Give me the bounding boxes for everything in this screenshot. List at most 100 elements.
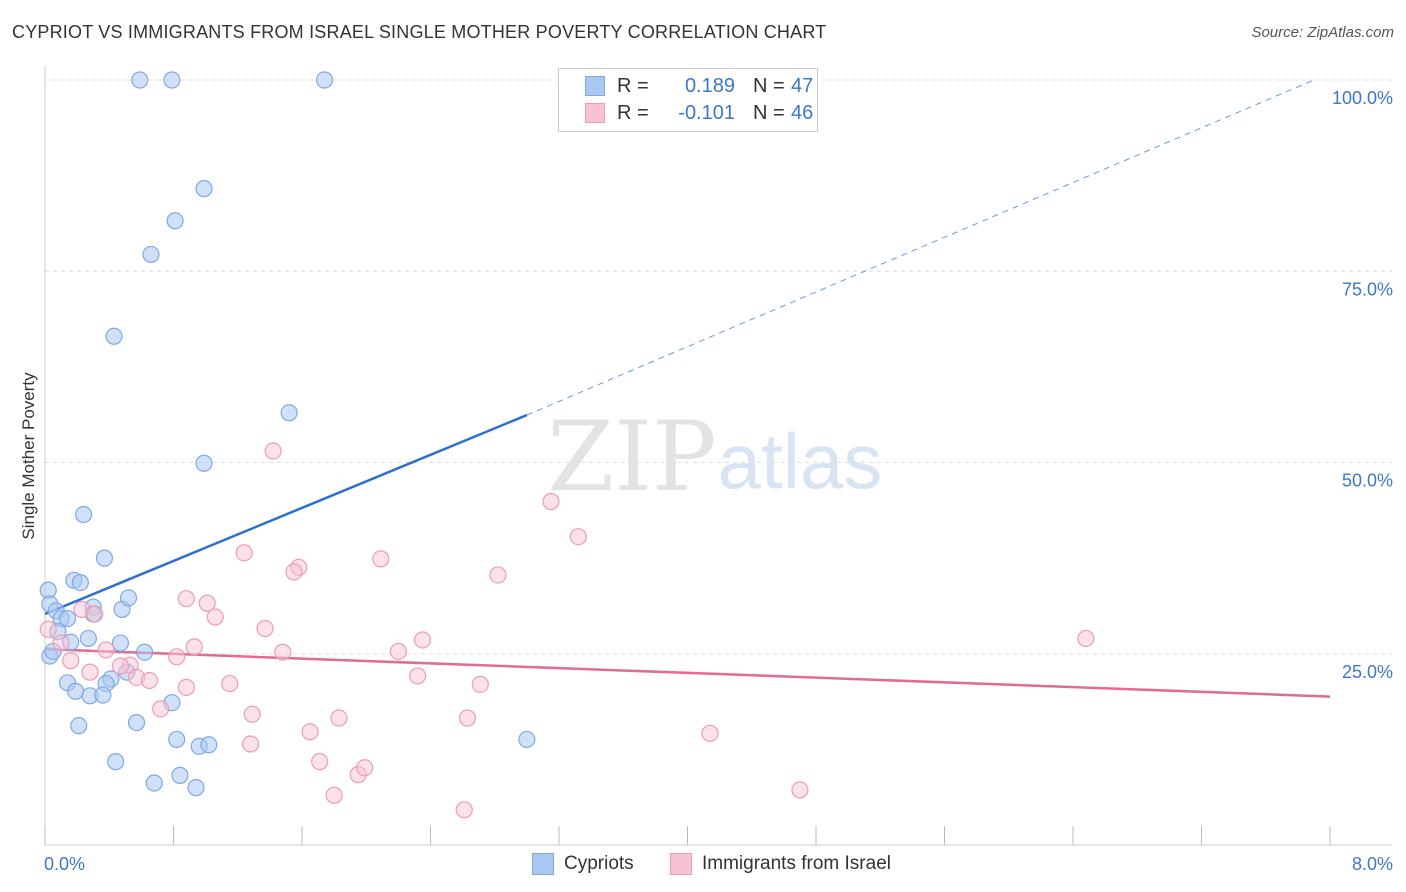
israel-r-value: -0.101 (678, 101, 735, 124)
israel-point (111, 657, 130, 675)
israel-point (256, 619, 274, 638)
israel-point (206, 608, 224, 626)
cypriots-point (66, 682, 85, 700)
cypriots-point (127, 713, 146, 732)
cypriots-point (171, 766, 189, 784)
cypriots-point (142, 245, 160, 264)
cypriots-point (58, 609, 77, 628)
israel-point (325, 786, 343, 804)
israel-point (39, 620, 57, 638)
israel-point (701, 724, 719, 742)
israel-point (177, 678, 195, 697)
cypriots-point (163, 71, 181, 89)
cypriots-point (107, 753, 125, 771)
israel-points (39, 442, 1095, 819)
legend-row-israel: R = -0.101 N = 46 (585, 100, 813, 126)
israel-point (86, 605, 104, 623)
cypriots-point (200, 736, 218, 754)
israel-point (489, 566, 507, 584)
legend-row-cypriots: R = 0.189 N = 47 (585, 73, 813, 99)
israel-swatch (585, 103, 605, 123)
israel-point (168, 648, 186, 666)
cypriots-point (195, 454, 213, 472)
cypriots-point (94, 686, 112, 704)
israel-point (389, 642, 407, 661)
israel-point (301, 723, 319, 741)
israel-point (285, 563, 303, 581)
y-tick-label: 100.0% (1332, 88, 1393, 108)
cypriots-point (145, 774, 163, 792)
cypriots-legend-label: Cypriots (564, 853, 634, 874)
israel-point (569, 528, 587, 546)
cypriots-point (195, 180, 213, 198)
israel-point (242, 735, 260, 753)
cypriots-point (187, 779, 205, 797)
y-axis-label: Single Mother Poverty (19, 372, 38, 540)
israel-point (177, 590, 195, 608)
cypriots-points (39, 71, 536, 797)
legend-item-israel: Immigrants from Israel (670, 852, 891, 876)
israel-point (458, 709, 477, 727)
cypriots-point (131, 71, 149, 89)
israel-point (542, 492, 560, 511)
israel-point (52, 634, 70, 652)
cypriots-point (95, 549, 114, 567)
cypriots-point (74, 505, 93, 524)
israel-point (274, 643, 292, 661)
israel-point (264, 442, 282, 460)
cypriots-trend-line (44, 413, 528, 616)
israel-point (198, 594, 216, 612)
cypriots-point (168, 730, 186, 749)
israel-point (243, 705, 261, 723)
x-tick-label: 0.0% (44, 854, 85, 874)
y-tick-label: 25.0% (1342, 662, 1393, 682)
chart-title: CYPRIOT VS IMMIGRANTS FROM ISRAEL SINGLE… (12, 22, 827, 42)
n-label: N = (753, 101, 785, 124)
israel-point (140, 671, 159, 690)
cypriots-point (105, 327, 123, 345)
r-label: R = (617, 74, 649, 97)
cypriots-point (70, 717, 88, 735)
cypriots-r-value: 0.189 (684, 74, 735, 97)
israel-point (97, 641, 115, 659)
israel-point (1077, 629, 1095, 648)
israel-point (221, 674, 239, 693)
israel-point (185, 638, 203, 656)
axes (44, 66, 1392, 846)
israel-point (455, 801, 473, 819)
israel-point (471, 675, 489, 693)
cypriots-point (166, 212, 184, 230)
grid-lines (45, 79, 1392, 655)
israel-point (413, 631, 432, 649)
n-label: N = (753, 74, 785, 97)
israel-point (235, 544, 253, 562)
cypriots-swatch (585, 76, 605, 96)
israel-point (330, 709, 348, 727)
cypriots-point (71, 574, 89, 592)
israel-point (791, 781, 809, 799)
x-tick-label: 8.0% (1352, 854, 1393, 874)
source-label: Source: ZipAtlas.com (1251, 24, 1394, 41)
israel-legend-swatch (670, 853, 692, 875)
cypriots-n-value: 47 (791, 74, 814, 97)
israel-point (81, 663, 99, 681)
cypriots-legend-swatch (532, 853, 554, 875)
tick-labels: 25.0% 50.0% 75.0% 100.0% 0.0% 8.0% (44, 88, 1393, 874)
trend-lines (44, 79, 1331, 698)
israel-legend-label: Immigrants from Israel (702, 853, 891, 874)
cypriots-point (315, 71, 334, 89)
cypriots-point (135, 643, 154, 661)
cypriots-point (280, 404, 298, 422)
israel-trend-line (44, 647, 1331, 698)
israel-point (311, 753, 329, 771)
israel-point (62, 652, 80, 670)
cypriots-point (79, 629, 97, 648)
watermark-atlas: atlas (718, 417, 883, 505)
israel-point (152, 700, 170, 718)
israel-point (372, 550, 390, 568)
israel-point (409, 667, 427, 685)
cypriots-point (119, 589, 138, 607)
y-tick-label: 75.0% (1342, 279, 1393, 299)
